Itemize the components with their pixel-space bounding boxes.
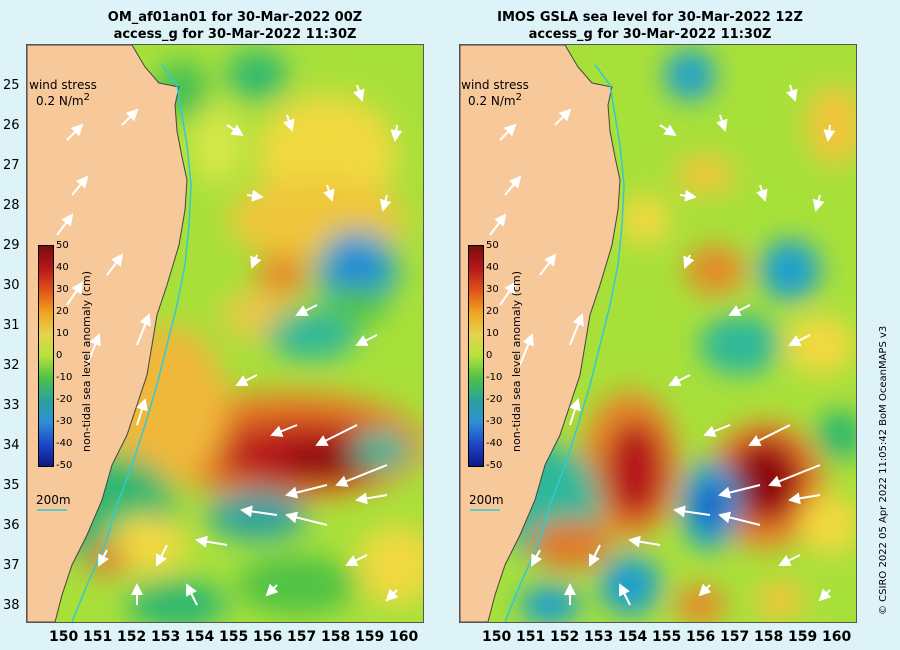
lat-label: 27: [3, 158, 20, 173]
left-title-line2: access_g for 30-Mar-2022 11:30Z: [113, 27, 357, 42]
left-colorbar-label: non-tidal sea level anomaly (cm): [80, 271, 93, 452]
right-cbar-tick: 20: [486, 306, 499, 317]
lat-label: 30: [3, 278, 20, 293]
left-land-mass: [27, 45, 188, 622]
left-cbar-tick: 50: [56, 240, 69, 251]
lon-label: 156: [686, 629, 716, 645]
lon-label: 150: [482, 629, 512, 645]
lon-label: 158: [321, 629, 351, 645]
right-cbar-tick: 0: [486, 350, 493, 361]
right-map-panel: [459, 44, 857, 623]
left-cbar-tick: 0: [56, 350, 63, 361]
right-wind-stress-legend: wind stress 0.2 N/m2: [459, 78, 531, 108]
left-wind-vectors: [56, 84, 403, 606]
right-cbar-tick: -30: [486, 416, 503, 427]
right-200m-label: 200m: [469, 493, 504, 507]
lon-label: 154: [618, 629, 648, 645]
left-wind-stress-scale: 0.2 N/m2: [36, 92, 90, 108]
lon-label: 153: [151, 629, 181, 645]
right-anomaly-field: [500, 50, 856, 622]
left-wind-stress-label: wind stress: [29, 78, 97, 92]
lon-label: 156: [253, 629, 283, 645]
right-cbar-tick: 50: [486, 240, 499, 251]
left-colorbar: [38, 245, 54, 467]
lat-label: 34: [3, 438, 20, 453]
lat-label: 26: [3, 118, 20, 133]
left-map-title: OM_af01an01 for 30-Mar-2022 00Z access_g…: [85, 9, 385, 43]
lon-label: 153: [584, 629, 614, 645]
lat-label: 32: [3, 358, 20, 373]
left-cbar-tick: -20: [56, 394, 73, 405]
lon-label: 154: [185, 629, 215, 645]
lat-label: 38: [3, 598, 20, 613]
right-cbar-tick: 10: [486, 328, 499, 339]
right-wind-vectors: [489, 84, 836, 606]
lon-label: 160: [822, 629, 852, 645]
left-cbar-tick: -30: [56, 416, 73, 427]
right-map-title: IMOS GSLA sea level for 30-Mar-2022 12Z …: [480, 9, 820, 43]
lon-label: 160: [389, 629, 419, 645]
lat-label: 35: [3, 478, 20, 493]
lon-label: 152: [117, 629, 147, 645]
lon-label: 157: [287, 629, 317, 645]
right-colorbar: [468, 245, 484, 467]
right-wind-stress-label: wind stress: [461, 78, 529, 92]
lat-label: 33: [3, 398, 20, 413]
lat-label: 31: [3, 318, 20, 333]
left-anomaly-field: [57, 50, 423, 622]
right-colorbar-label: non-tidal sea level anomaly (cm): [510, 271, 523, 452]
right-wind-stress-scale: 0.2 N/m2: [468, 92, 522, 108]
right-cbar-tick: -40: [486, 438, 503, 449]
lon-label: 152: [550, 629, 580, 645]
lon-label: 155: [219, 629, 249, 645]
lon-label: 158: [754, 629, 784, 645]
lat-label: 36: [3, 518, 20, 533]
lon-label: 159: [788, 629, 818, 645]
lat-label: 29: [3, 238, 20, 253]
right-cbar-tick: -20: [486, 394, 503, 405]
left-cbar-tick: 40: [56, 262, 69, 273]
left-200m-label: 200m: [36, 493, 71, 507]
lat-label: 25: [3, 78, 20, 93]
left-cbar-tick: 30: [56, 284, 69, 295]
left-map-panel: [26, 44, 424, 623]
left-cbar-tick: 10: [56, 328, 69, 339]
right-cbar-tick: 30: [486, 284, 499, 295]
left-cbar-tick: -50: [56, 460, 73, 471]
right-cbar-tick: -50: [486, 460, 503, 471]
lon-label: 151: [83, 629, 113, 645]
right-title-line2: access_g for 30-Mar-2022 11:30Z: [528, 27, 772, 42]
lon-label: 155: [652, 629, 682, 645]
left-cbar-tick: -10: [56, 372, 73, 383]
lat-label: 37: [3, 558, 20, 573]
left-wind-stress-legend: wind stress 0.2 N/m2: [27, 78, 99, 108]
left-cbar-tick: 20: [56, 306, 69, 317]
lon-label: 150: [49, 629, 79, 645]
right-cbar-tick: 40: [486, 262, 499, 273]
copyright-notice: © CSIRO 2022 05 Apr 2022 11:05:42 BoM Oc…: [878, 325, 889, 615]
right-200m-contour: [504, 64, 625, 622]
lat-label: 28: [3, 198, 20, 213]
left-200m-contour: [71, 64, 192, 622]
right-sea-level-map: [460, 45, 856, 622]
right-land-mass: [460, 45, 621, 622]
left-cbar-tick: -40: [56, 438, 73, 449]
left-sea-level-map: [27, 45, 423, 622]
right-title-line1: IMOS GSLA sea level for 30-Mar-2022 12Z: [497, 10, 803, 25]
lon-label: 157: [720, 629, 750, 645]
lon-label: 151: [516, 629, 546, 645]
left-title-line1: OM_af01an01 for 30-Mar-2022 00Z: [107, 10, 363, 25]
right-cbar-tick: -10: [486, 372, 503, 383]
lon-label: 159: [355, 629, 385, 645]
